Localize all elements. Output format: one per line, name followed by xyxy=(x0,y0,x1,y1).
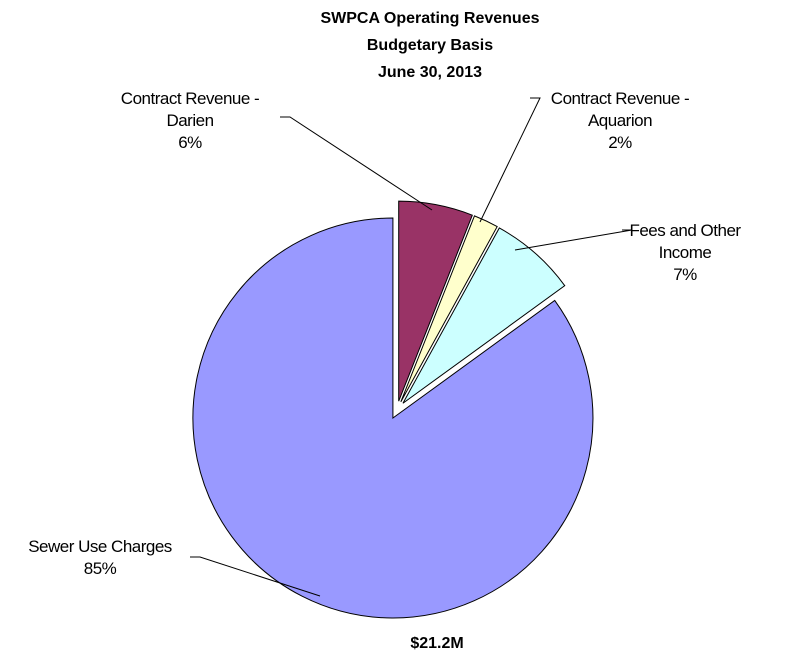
leader-line xyxy=(280,116,433,211)
chart-title: Budgetary Basis xyxy=(366,37,494,54)
chart-title: June 30, 2013 xyxy=(377,64,483,81)
leader-line xyxy=(479,97,541,223)
slice-value-label: 2% xyxy=(608,133,632,152)
leader-line xyxy=(514,229,633,251)
chart-title: SWPCA Operating Revenues xyxy=(320,10,540,27)
pie-slice xyxy=(402,227,566,404)
slice-label: Contract Revenue - Aquarion xyxy=(550,89,690,130)
pie-slice xyxy=(400,215,498,403)
pie-slice xyxy=(192,217,594,619)
slice-value-label: 7% xyxy=(673,265,697,284)
annotation: $21.2M xyxy=(410,635,464,652)
slice-label: Sewer Use Charges xyxy=(28,537,172,556)
leader-line xyxy=(190,556,321,597)
slice-label: Contract Revenue - Darien xyxy=(120,89,260,130)
slice-label: Fees and Other Income xyxy=(629,221,741,262)
pie-slice xyxy=(398,200,473,402)
slice-value-label: 6% xyxy=(178,133,202,152)
slice-value-label: 85% xyxy=(83,559,117,578)
